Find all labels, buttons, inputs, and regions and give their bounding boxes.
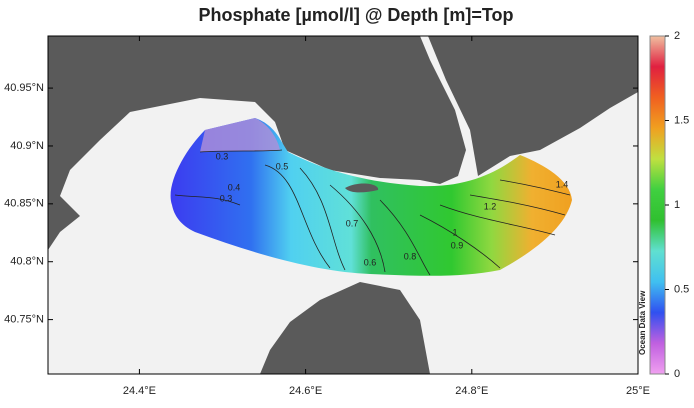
frame [47,35,639,375]
title: Phosphate [µmol/l] @ Depth [m]=Top [198,5,513,25]
colorbar-tick-label: 1 [674,199,680,211]
contour-label: 1 [452,227,457,237]
island [345,183,379,193]
x-tick-label: 24.6°E [289,385,322,397]
contour-label: 1.2 [484,201,497,211]
y-tick-label: 40.8°N [10,256,44,268]
x-tick-label: 25°E [626,385,650,397]
colorbar-tick-label: 0 [674,368,680,380]
y-tick-label: 40.85°N [4,198,44,210]
contour-label: 0.3 [216,151,229,161]
contour-label: 0.7 [346,218,359,228]
y-tick-label: 40.9°N [10,140,44,152]
x-tick-label: 24.8°E [455,385,488,397]
contour-label: 0.9 [451,240,464,250]
low-region [200,118,280,152]
colorbar-tick-label: 2 [674,30,680,42]
contour-label: 0.6 [364,257,377,267]
contour-label: 0.8 [404,251,417,261]
colorbar-tick-label: 0.5 [674,283,689,295]
colorbar-tick-label: 1.5 [674,114,689,126]
y-tick-label: 40.95°N [4,82,44,94]
x-tick-label: 24.4°E [123,385,156,397]
contour-label: 0.5 [276,161,289,171]
contour-label: 0.4 [228,182,241,192]
contour-label: 0.3 [220,193,233,203]
contour-label: 1.4 [556,179,569,189]
contours [174,149,571,276]
phosphate-field [170,118,572,276]
y-tick-label: 40.75°N [4,314,44,326]
colorbar [649,35,666,375]
watermark: Ocean Data View [638,290,647,355]
